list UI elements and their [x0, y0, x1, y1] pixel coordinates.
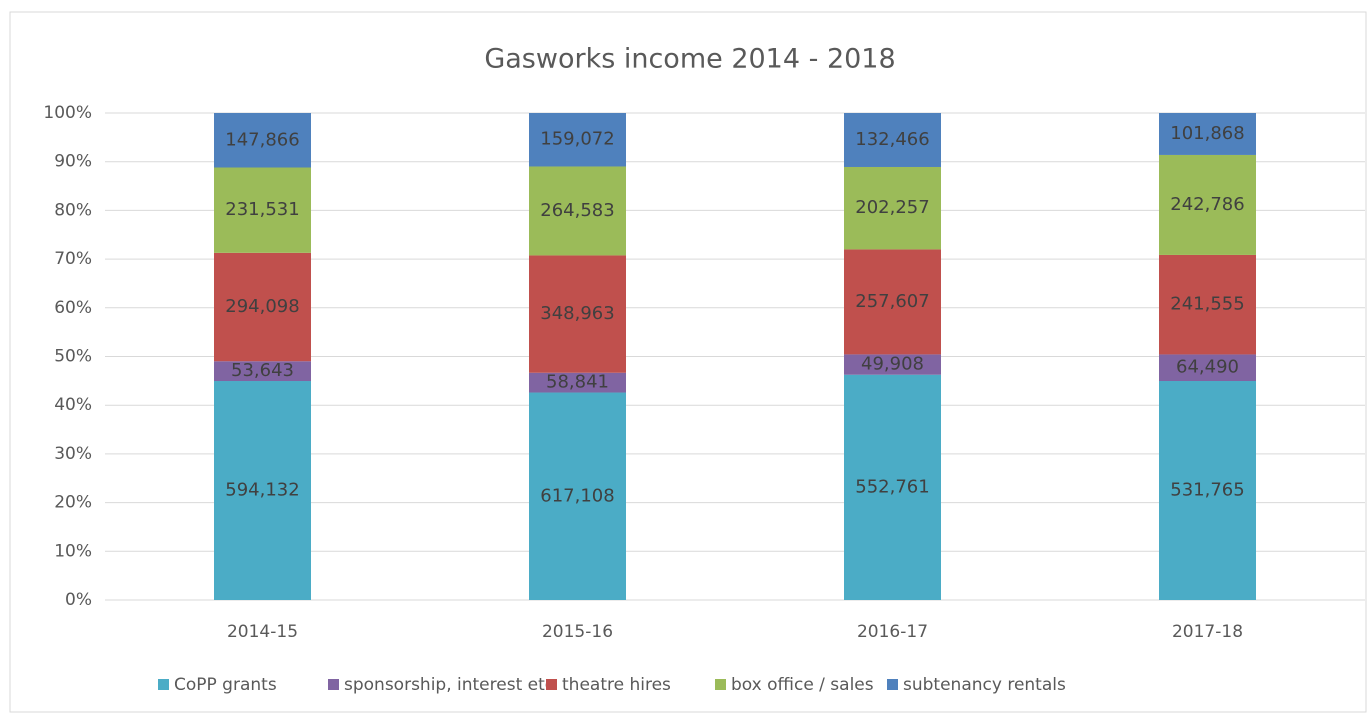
data-label: 231,531	[225, 199, 299, 220]
y-tick-label: 30%	[54, 444, 92, 464]
bar-segment	[844, 249, 941, 355]
legend-label: subtenancy rentals	[903, 675, 1066, 695]
data-label: 64,490	[1176, 357, 1239, 378]
data-label: 49,908	[861, 354, 924, 375]
data-label: 531,765	[1170, 479, 1244, 500]
bar-segment	[1159, 113, 1256, 155]
bar-segment	[214, 381, 311, 600]
bar-segment	[844, 166, 941, 250]
y-tick-label: 50%	[54, 347, 92, 367]
data-label: 294,098	[225, 296, 299, 317]
bar-segment	[1159, 380, 1256, 600]
x-tick-label: 2016-17	[857, 622, 928, 642]
data-label: 242,786	[1170, 194, 1244, 215]
bar-segment	[529, 372, 626, 393]
legend-swatch	[158, 679, 169, 690]
bar-segment	[529, 255, 626, 373]
bar-segment	[1159, 354, 1256, 381]
y-tick-label: 60%	[54, 298, 92, 318]
x-tick-label: 2015-16	[542, 622, 613, 642]
legend-swatch	[546, 679, 557, 690]
data-label: 617,108	[540, 485, 614, 506]
x-tick-label: 2014-15	[227, 622, 298, 642]
y-tick-label: 20%	[54, 493, 92, 513]
data-label: 101,868	[1170, 123, 1244, 144]
data-label: 147,866	[225, 129, 299, 150]
bar-segment	[844, 113, 941, 167]
bar-segment	[214, 252, 311, 362]
y-tick-label: 80%	[54, 200, 92, 220]
legend-label: theatre hires	[562, 675, 671, 695]
data-label: 53,643	[231, 360, 294, 381]
y-tick-label: 10%	[54, 541, 92, 561]
data-label: 594,132	[225, 480, 299, 501]
data-label: 552,761	[855, 476, 929, 497]
bar-segment	[1159, 154, 1256, 255]
data-label: 241,555	[1170, 294, 1244, 315]
y-tick-label: 0%	[65, 590, 92, 610]
legend-label: sponsorship, interest etc	[344, 675, 554, 695]
legend-label: box office / sales	[731, 675, 874, 695]
x-tick-label: 2017-18	[1172, 622, 1243, 642]
bar-segment	[529, 392, 626, 600]
data-label: 159,072	[540, 129, 614, 150]
legend-swatch	[328, 679, 339, 690]
legend-label: CoPP grants	[174, 675, 277, 695]
data-label: 257,607	[855, 291, 929, 312]
bar-segment	[844, 354, 941, 375]
legend-swatch	[887, 679, 898, 690]
y-tick-label: 100%	[43, 103, 92, 123]
data-label: 202,257	[855, 197, 929, 218]
data-label: 348,963	[540, 303, 614, 324]
data-label: 58,841	[546, 372, 609, 393]
bar-segment	[1159, 254, 1256, 355]
bar-segment	[529, 113, 626, 167]
chart-title: Gasworks income 2014 - 2018	[484, 44, 895, 75]
bar-segment	[214, 361, 311, 382]
data-label: 264,583	[540, 200, 614, 221]
bar-segment	[214, 167, 311, 253]
y-tick-label: 90%	[54, 152, 92, 172]
data-label: 132,466	[855, 129, 929, 150]
legend-swatch	[715, 679, 726, 690]
bar-segment	[529, 166, 626, 256]
y-tick-label: 70%	[54, 249, 92, 269]
y-tick-label: 40%	[54, 395, 92, 415]
bar-segment	[214, 113, 311, 168]
bar-segment	[844, 374, 941, 600]
